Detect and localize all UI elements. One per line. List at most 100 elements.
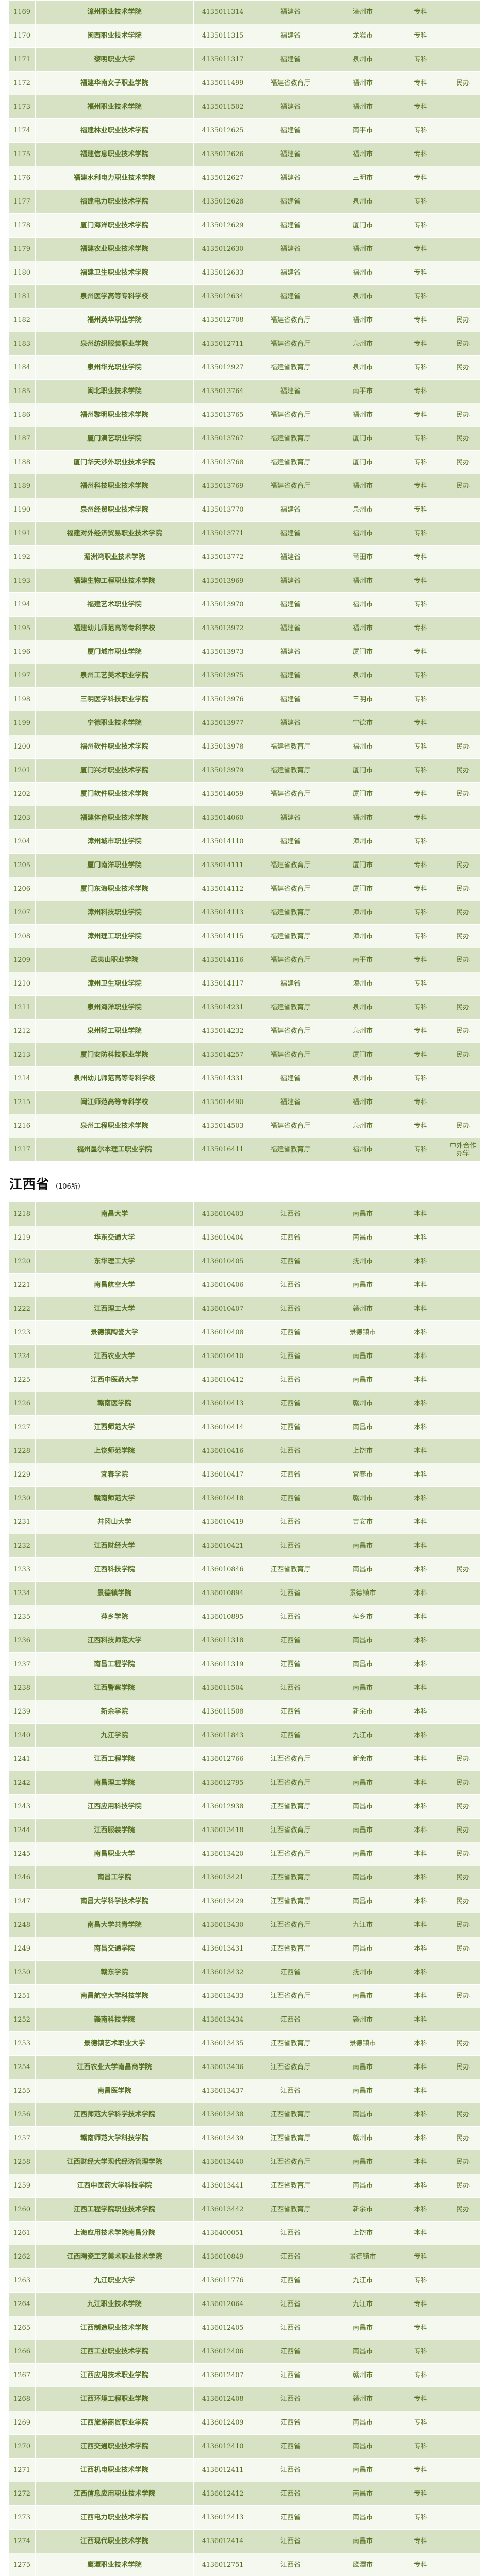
table-row[interactable]: 1198 三明医学科技职业学院 4135013976 福建省 三明市 专科 [8, 687, 481, 711]
table-row[interactable]: 1221 南昌航空大学 4136010406 江西省 南昌市 本科 [8, 1273, 481, 1297]
table-row[interactable]: 1224 江西农业大学 4136010410 江西省 南昌市 本科 [8, 1344, 481, 1368]
table-row[interactable]: 1171 黎明职业大学 4135011317 福建省 泉州市 专科 [8, 47, 481, 72]
table-row[interactable]: 1228 上饶师范学院 4136010416 江西省 上饶市 本科 [8, 1439, 481, 1463]
table-row[interactable]: 1267 江西应用技术职业学院 4136012407 江西省 赣州市 专科 [8, 2363, 481, 2387]
table-row[interactable]: 1200 福州软件职业技术学院 4135013978 福建省教育厅 福州市 专科 民办 [8, 735, 481, 759]
table-row[interactable]: 1203 福建体育职业技术学院 4135014060 福建省 福州市 专科 [8, 806, 481, 830]
table-row[interactable]: 1184 泉州华光职业学院 4135012927 福建省教育厅 泉州市 专科 民办 [8, 355, 481, 380]
table-row[interactable]: 1273 江西电力职业技术学院 4136012413 江西省 南昌市 专科 [8, 2505, 481, 2530]
table-row[interactable]: 1239 新余学院 4136011508 江西省 新余市 本科 [8, 1700, 481, 1724]
table-row[interactable]: 1210 漳州卫生职业学院 4135014117 福建省 漳州市 专科 [8, 972, 481, 996]
table-row[interactable]: 1208 漳州理工职业学院 4135014115 福建省教育厅 漳州市 专科 民办 [8, 924, 481, 948]
table-row[interactable]: 1215 闽江师范高等专科学校 4135014490 福建省 福州市 专科 [8, 1090, 481, 1114]
table-row[interactable]: 1256 江西师范大学科学技术学院 4136013438 江西省教育厅 南昌市 本科 民办 [8, 2103, 481, 2127]
table-row[interactable]: 1261 上海应用技术学院南昌分院 4136400051 江西省 上饶市 本科 [8, 2221, 481, 2245]
table-row[interactable]: 1189 福州科技职业技术学院 4135013769 福建省教育厅 福州市 专科 民办 [8, 474, 481, 498]
table-row[interactable]: 1179 福建农业职业技术学院 4135012630 福建省 福州市 专科 [8, 237, 481, 261]
table-row[interactable]: 1202 厦门软件职业技术学院 4135014059 福建省教育厅 厦门市 专科 民办 [8, 782, 481, 806]
table-row[interactable]: 1180 福建卫生职业技术学院 4135012633 福建省 福州市 专科 [8, 261, 481, 285]
table-row[interactable]: 1225 江西中医药大学 4136010412 江西省 南昌市 本科 [8, 1368, 481, 1392]
table-row[interactable]: 1187 厦门演艺职业学院 4135013767 福建省教育厅 厦门市 专科 民办 [8, 427, 481, 451]
table-row[interactable]: 1269 江西旅游商贸职业学院 4136012409 江西省 南昌市 专科 [8, 2411, 481, 2435]
table-row[interactable]: 1248 南昌大学共青学院 4136013430 江西省教育厅 九江市 本科 民办 [8, 1913, 481, 1937]
table-row[interactable]: 1214 泉州幼儿师范高等专科学校 4135014331 福建省 泉州市 专科 [8, 1066, 481, 1091]
table-row[interactable]: 1245 南昌职业大学 4136013420 江西省教育厅 南昌市 本科 民办 [8, 1842, 481, 1866]
table-row[interactable]: 1194 福建艺术职业学院 4135013970 福建省 福州市 专科 [8, 592, 481, 617]
table-row[interactable]: 1216 泉州工程职业技术学院 4135014503 福建省教育厅 泉州市 专科 民办 [8, 1114, 481, 1138]
table-row[interactable]: 1218 南昌大学 4136010403 江西省 南昌市 本科 [8, 1202, 481, 1226]
table-row[interactable]: 1266 江西工业职业技术学院 4136012406 江西省 南昌市 专科 [8, 2340, 481, 2364]
table-row[interactable]: 1196 厦门城市职业学院 4135013973 福建省 厦门市 专科 [8, 640, 481, 664]
table-row[interactable]: 1226 赣南医学院 4136010413 江西省 赣州市 本科 [8, 1392, 481, 1416]
table-row[interactable]: 1222 江西理工大学 4136010407 江西省 赣州市 本科 [8, 1297, 481, 1321]
table-row[interactable]: 1227 江西师范大学 4136010414 江西省 南昌市 本科 [8, 1415, 481, 1439]
table-row[interactable]: 1185 闽北职业技术学院 4135013764 福建省 南平市 专科 [8, 379, 481, 403]
table-row[interactable]: 1272 江西信息应用职业技术学院 4136012412 江西省 南昌市 专科 [8, 2482, 481, 2506]
table-row[interactable]: 1177 福建电力职业技术学院 4135012628 福建省 泉州市 专科 [8, 190, 481, 214]
table-row[interactable]: 1241 江西工程学院 4136012766 江西省教育厅 新余市 本科 民办 [8, 1747, 481, 1771]
table-row[interactable]: 1255 南昌医学院 4136013437 江西省 南昌市 本科 [8, 2079, 481, 2103]
table-row[interactable]: 1232 江西财经大学 4136010421 江西省 南昌市 本科 [8, 1534, 481, 1558]
table-row[interactable]: 1178 厦门海洋职业技术学院 4135012629 福建省 厦门市 专科 [8, 213, 481, 238]
table-row[interactable]: 1176 福建水利电力职业技术学院 4135012627 福建省 三明市 专科 [8, 166, 481, 190]
table-row[interactable]: 1206 厦门东海职业技术学院 4135014112 福建省教育厅 厦门市 专科 民办 [8, 877, 481, 901]
table-row[interactable]: 1170 闽西职业技术学院 4135011315 福建省 龙岩市 专科 [8, 24, 481, 48]
table-row[interactable]: 1274 江西现代职业技术学院 4136012414 江西省 南昌市 专科 [8, 2529, 481, 2553]
table-row[interactable]: 1260 江西工程学院职业技术学院 4136013442 江西省教育厅 新余市 本科 民办 [8, 2197, 481, 2222]
table-row[interactable]: 1205 厦门南洋职业学院 4135014111 福建省教育厅 厦门市 专科 民办 [8, 853, 481, 877]
table-row[interactable]: 1243 江西应用科技学院 4136012938 江西省教育厅 南昌市 本科 民办 [8, 1794, 481, 1819]
table-row[interactable]: 1173 福州职业技术学院 4135011502 福建省 福州市 专科 [8, 95, 481, 119]
table-row[interactable]: 1211 泉州海洋职业学院 4135014231 福建省教育厅 泉州市 专科 民办 [8, 995, 481, 1020]
table-row[interactable]: 1186 福州黎明职业技术学院 4135013765 福建省教育厅 福州市 专科 民办 [8, 403, 481, 427]
table-row[interactable]: 1257 赣南师范大学科技学院 4136013439 江西省教育厅 赣州市 本科 民办 [8, 2126, 481, 2150]
table-row[interactable]: 1258 江西财经大学现代经济管理学院 4136013440 江西省教育厅 南昌市 本科民… [8, 2150, 481, 2174]
table-row[interactable]: 1197 泉州工艺美术职业学院 4135013975 福建省 泉州市 专科 [8, 664, 481, 688]
table-row[interactable]: 1175 福建信息职业技术学院 4135012626 福建省 福州市 专科 [8, 142, 481, 166]
table-row[interactable]: 1192 湄洲湾职业技术学院 4135013772 福建省 莆田市 专科 [8, 545, 481, 569]
table-row[interactable]: 1252 赣南科技学院 4136013434 江西省 赣州市 本科 [8, 2008, 481, 2032]
table-row[interactable]: 1212 泉州轻工职业学院 4135014232 福建省教育厅 泉州市 专科 民办 [8, 1019, 481, 1043]
table-row[interactable]: 1247 南昌大学科学技术学院 4136013429 江西省教育厅 南昌市 本科 民办 [8, 1889, 481, 1913]
table-row[interactable]: 1265 江西制造职业技术学院 4136012405 江西省 南昌市 专科 [8, 2316, 481, 2340]
table-row[interactable]: 1259 江西中医药大学科技学院 4136013441 江西省教育厅 南昌市 本科 民办 [8, 2174, 481, 2198]
table-row[interactable]: 1263 九江职业大学 4136011776 江西省 九江市 专科 [8, 2268, 481, 2293]
table-row[interactable]: 1249 南昌交通学院 4136013431 江西省教育厅 南昌市 本科 民办 [8, 1937, 481, 1961]
table-row[interactable]: 1169 漳州职业技术学院 4135011314 福建省 漳州市 专科 [8, 0, 481, 24]
table-row[interactable]: 1236 江西科技师范大学 4136011318 江西省 南昌市 本科 [8, 1629, 481, 1653]
table-row[interactable]: 1231 井冈山大学 4136010419 江西省 吉安市 本科 [8, 1510, 481, 1534]
table-row[interactable]: 1188 厦门华天涉外职业技术学院 4135013768 福建省教育厅 厦门市 专科 民办 [8, 450, 481, 474]
table-row[interactable]: 1191 福建对外经济贸易职业技术学院 4135013771 福建省 福州市 专科 [8, 521, 481, 546]
table-row[interactable]: 1172 福建华南女子职业学院 4135011499 福建省教育厅 福州市 专科 民办 [8, 71, 481, 95]
table-row[interactable]: 1207 漳州科技职业学院 4135014113 福建省教育厅 漳州市 专科 民办 [8, 901, 481, 925]
table-row[interactable]: 1233 江西科技学院 4136010846 江西省教育厅 南昌市 本科 民办 [8, 1557, 481, 1582]
table-row[interactable]: 1237 南昌工程学院 4136011319 江西省 南昌市 本科 [8, 1652, 481, 1676]
table-row[interactable]: 1230 赣南师范大学 4136010418 江西省 赣州市 本科 [8, 1486, 481, 1511]
table-row[interactable]: 1246 南昌工学院 4136013421 江西省教育厅 南昌市 本科 民办 [8, 1866, 481, 1890]
table-row[interactable]: 1199 宁德职业技术学院 4135013977 福建省 宁德市 专科 [8, 711, 481, 735]
table-row[interactable]: 1220 东华理工大学 4136010405 江西省 抚州市 本科 [8, 1249, 481, 1274]
table-row[interactable]: 1182 福州英华职业学院 4135012708 福建省教育厅 福州市 专科 民办 [8, 308, 481, 332]
table-row[interactable]: 1193 福建生物工程职业技术学院 4135013969 福建省 福州市 专科 [8, 569, 481, 593]
table-row[interactable]: 1234 景德镇学院 4136010894 江西省 景德镇市 本科 [8, 1581, 481, 1605]
table-row[interactable]: 1264 九江职业技术学院 4136012064 江西省 九江市 专科 [8, 2292, 481, 2316]
table-row[interactable]: 1271 江西机电职业技术学院 4136012411 江西省 南昌市 专科 [8, 2458, 481, 2482]
table-row[interactable]: 1251 南昌航空大学科技学院 4136013433 江西省教育厅 南昌市 本科 民办 [8, 1984, 481, 2008]
table-row[interactable]: 1209 武夷山职业学院 4135014116 福建省教育厅 南平市 专科 民办 [8, 948, 481, 972]
table-row[interactable]: 1242 南昌理工学院 4136012795 江西省教育厅 南昌市 本科 民办 [8, 1771, 481, 1795]
table-row[interactable]: 1183 泉州纺织服装职业学院 4135012711 福建省教育厅 泉州市 专科 民办 [8, 332, 481, 356]
table-row[interactable]: 1229 宜春学院 4136010417 江西省 宜春市 本科 [8, 1463, 481, 1487]
table-row[interactable]: 1254 江西农业大学南昌商学院 4136013436 江西省教育厅 南昌市 本科 民办 [8, 2055, 481, 2079]
table-row[interactable]: 1238 江西警察学院 4136011504 江西省 南昌市 本科 [8, 1676, 481, 1700]
table-row[interactable]: 1181 泉州医学高等专科学校 4135012634 福建省 泉州市 专科 [8, 284, 481, 309]
table-row[interactable]: 1190 泉州经贸职业技术学院 4135013770 福建省 泉州市 专科 [8, 498, 481, 522]
table-row[interactable]: 1204 漳州城市职业学院 4135014110 福建省 漳州市 专科 [8, 829, 481, 854]
table-row[interactable]: 1201 厦门兴才职业技术学院 4135013979 福建省教育厅 厦门市 专科 民办 [8, 758, 481, 783]
table-row[interactable]: 1250 赣东学院 4136013432 江西省 抚州市 本科 [8, 1960, 481, 1985]
table-row[interactable]: 1223 景德镇陶瓷大学 4136010408 江西省 景德镇市 本科 [8, 1320, 481, 1345]
table-row[interactable]: 1240 九江学院 4136011843 江西省 九江市 本科 [8, 1723, 481, 1748]
table-row[interactable]: 1244 江西服装学院 4136013418 江西省教育厅 南昌市 本科 民办 [8, 1818, 481, 1842]
table-row[interactable]: 1268 江西环境工程职业学院 4136012408 江西省 赣州市 专科 [8, 2387, 481, 2411]
table-row[interactable]: 1217 福州墨尔本理工职业学院 4135016411 福建省教育厅 福州市 专科 中外合作… [8, 1138, 481, 1162]
table-row[interactable]: 1270 江西交通职业技术学院 4136012410 江西省 南昌市 专科 [8, 2434, 481, 2459]
table-row[interactable]: 1174 福建林业职业技术学院 4135012625 福建省 南平市 专科 [8, 118, 481, 143]
